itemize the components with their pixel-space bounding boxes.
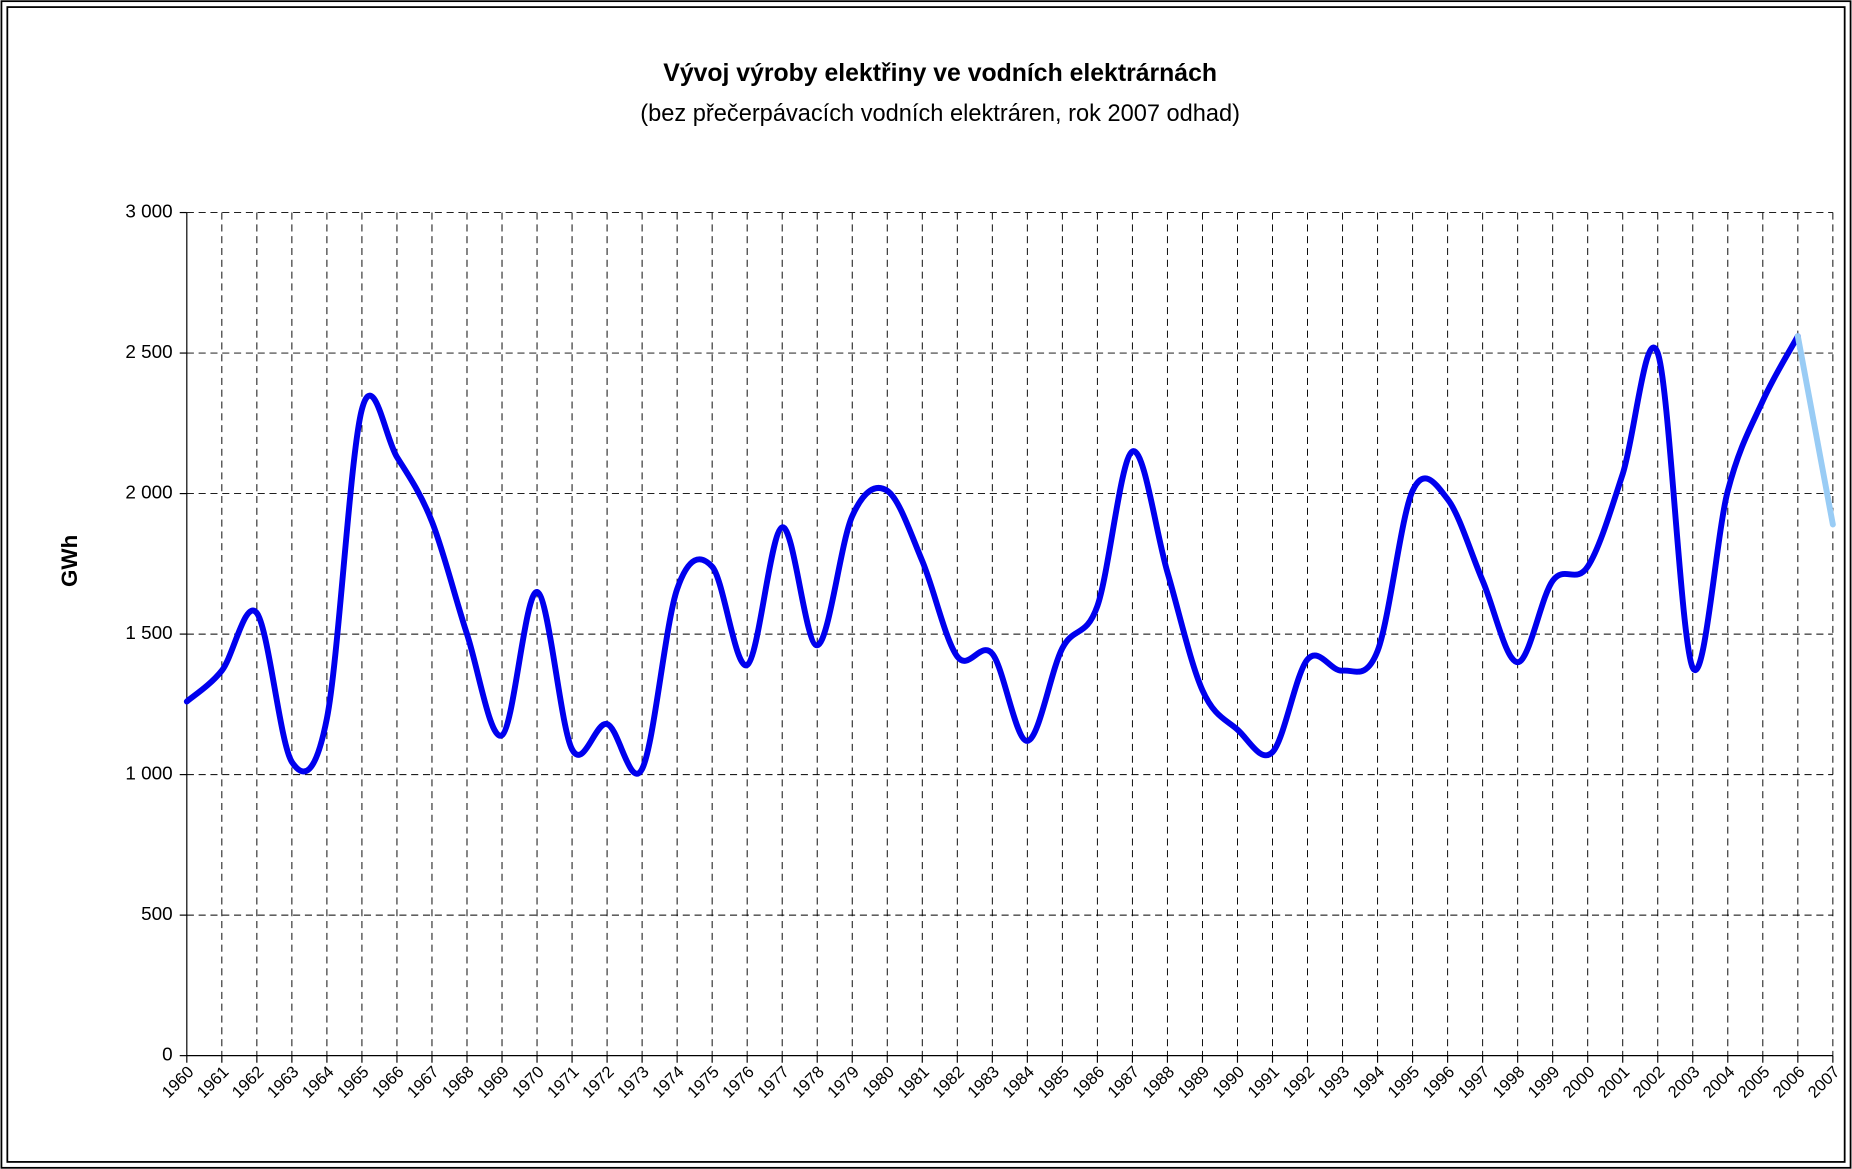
x-tick-label: 1981: [893, 1062, 932, 1101]
y-tick-label: 1 000: [125, 764, 172, 785]
y-tick-label: 500: [141, 904, 172, 925]
chart-title: Vývoj výroby elektřiny ve vodních elektr…: [663, 60, 1217, 87]
x-tick-label: 1966: [368, 1062, 407, 1101]
x-tick-label: 1968: [438, 1062, 477, 1101]
x-tick-label: 1982: [929, 1062, 968, 1101]
x-tick-label: 1973: [613, 1062, 652, 1101]
x-tick-label: 1972: [578, 1062, 617, 1101]
x-tick-label: 1995: [1384, 1062, 1423, 1101]
y-tick-label: 2 500: [125, 342, 172, 363]
x-tick-label: 1999: [1524, 1062, 1563, 1101]
x-tick-label: 1967: [403, 1062, 442, 1101]
x-tick-label: 1978: [788, 1062, 827, 1101]
y-tick-label: 0: [162, 1045, 172, 1066]
chart-subtitle: (bez přečerpávacích vodních elektráren, …: [640, 101, 1240, 127]
x-tick-label: 1970: [508, 1062, 547, 1101]
x-tick-label: 1976: [718, 1062, 757, 1101]
x-tick-label: 1985: [1034, 1062, 1073, 1101]
x-tick-label: 1983: [964, 1062, 1003, 1101]
x-tick-label: 1965: [333, 1062, 372, 1101]
x-tick-label: 1986: [1069, 1062, 1108, 1101]
y-tick-label: 2 000: [125, 483, 172, 504]
x-tick-label: 1974: [648, 1062, 687, 1101]
x-tick-label: 1961: [193, 1062, 232, 1101]
x-tick-label: 1979: [823, 1062, 862, 1101]
x-tick-label: 1991: [1244, 1062, 1283, 1101]
x-tick-label: 2001: [1594, 1062, 1633, 1101]
x-tick-label: 1964: [298, 1062, 337, 1101]
x-tick-label: 1980: [858, 1062, 897, 1101]
x-tick-label: 2002: [1629, 1062, 1668, 1101]
x-tick-label: 1992: [1279, 1062, 1318, 1101]
x-tick-label: 1977: [753, 1062, 792, 1101]
x-tick-label: 1971: [543, 1062, 582, 1101]
x-tick-label: 1975: [683, 1062, 722, 1101]
x-tick-label: 1989: [1174, 1062, 1213, 1101]
y-tick-label: 3 000: [125, 202, 172, 223]
x-tick-label: 1988: [1139, 1062, 1178, 1101]
inner-frame: [6, 6, 1846, 1163]
y-axis-label: GWh: [57, 535, 82, 587]
x-tick-label: 2000: [1559, 1062, 1598, 1101]
x-tick-label: 2006: [1769, 1062, 1808, 1101]
x-tick-label: 2007: [1804, 1062, 1843, 1101]
x-tick-label: 1990: [1209, 1062, 1248, 1101]
x-tick-label: 2004: [1699, 1062, 1738, 1101]
x-tick-label: 2003: [1664, 1062, 1703, 1101]
x-tick-label: 1994: [1349, 1062, 1388, 1101]
x-tick-label: 2005: [1734, 1062, 1773, 1101]
x-tick-label: 1998: [1489, 1062, 1528, 1101]
y-tick-label: 1 500: [125, 623, 172, 644]
x-tick-label: 1993: [1314, 1062, 1353, 1101]
line-series: [1794, 333, 1836, 528]
x-tick-label: 1997: [1454, 1062, 1493, 1101]
x-tick-label: 1984: [999, 1062, 1038, 1101]
line-series: [183, 333, 1801, 777]
x-tick-label: 1996: [1419, 1062, 1458, 1101]
x-tick-label: 1962: [228, 1062, 267, 1101]
x-tick-label: 1987: [1104, 1062, 1143, 1101]
x-tick-label: 1969: [473, 1062, 512, 1101]
x-tick-label: 1960: [158, 1062, 197, 1101]
x-tick-label: 1963: [263, 1062, 302, 1101]
